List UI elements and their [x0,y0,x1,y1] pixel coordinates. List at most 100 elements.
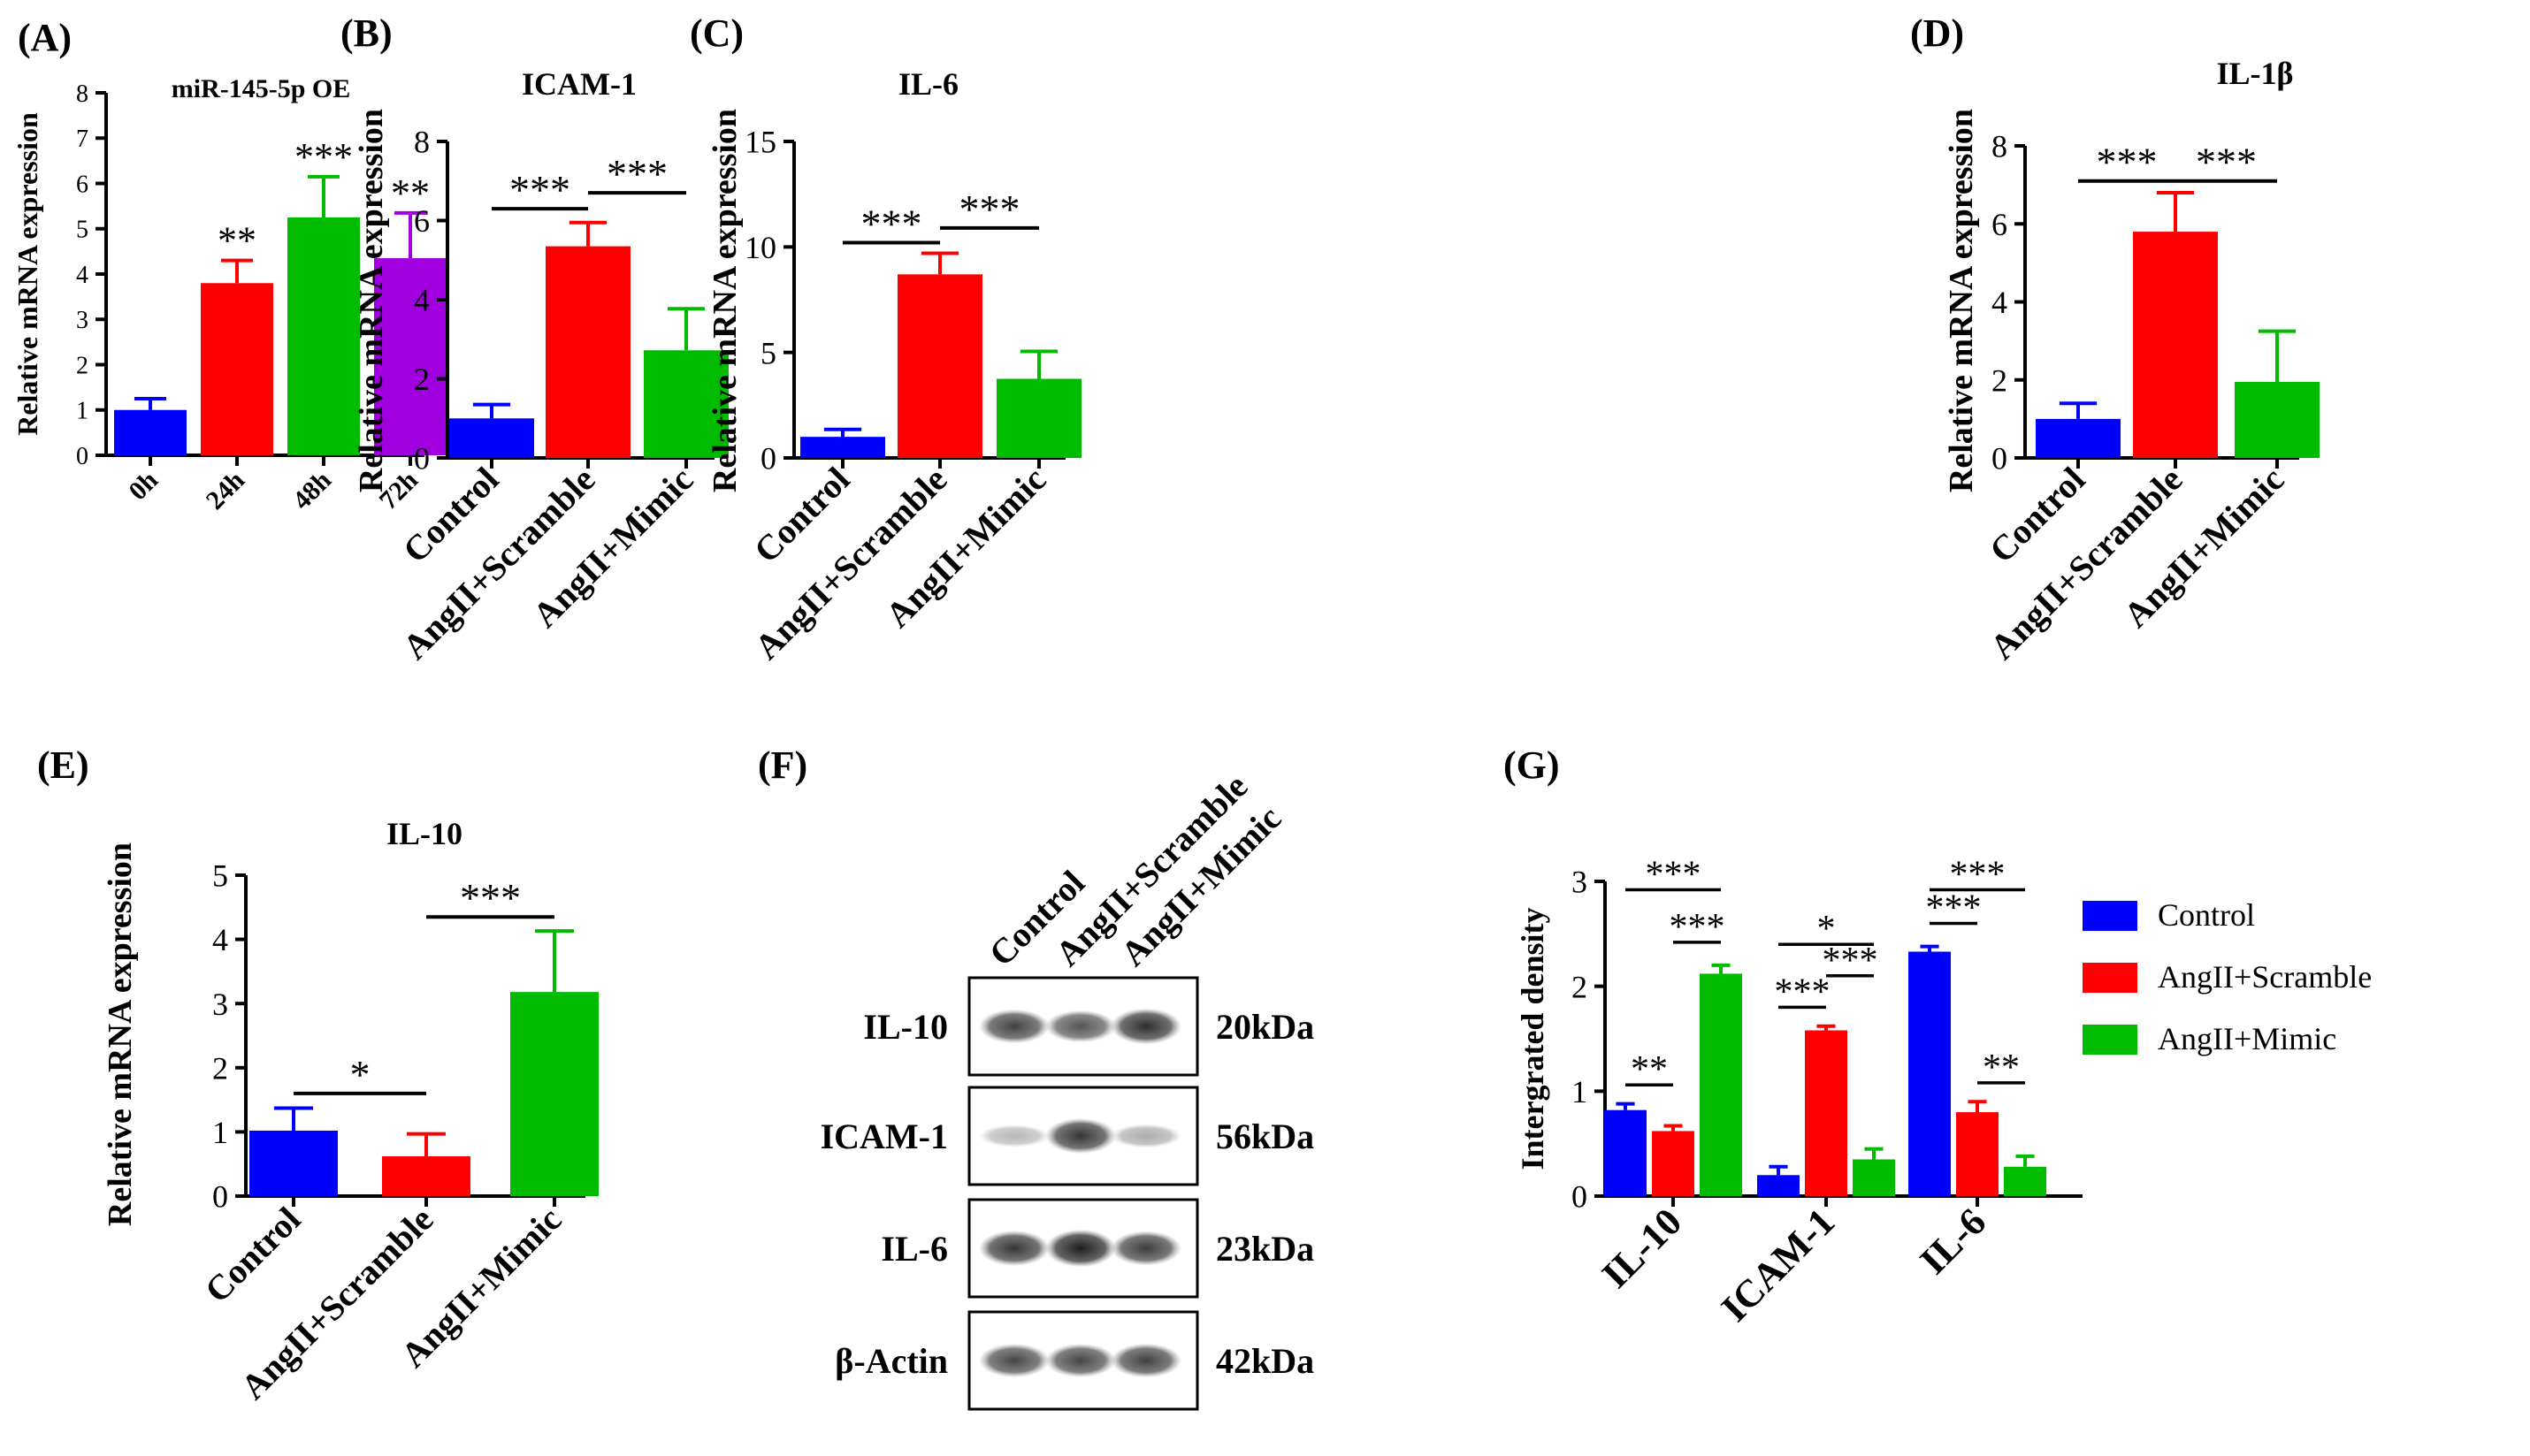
significance-label: *** [959,187,1020,232]
size-label: 42kDa [1216,1341,1314,1381]
bar-48h [287,217,360,455]
bar-angii-mimic [997,378,1082,458]
x-tick-label: 0h [123,465,164,506]
bar-control [249,1130,338,1196]
chart-title: miR-145-5p OE [172,74,351,103]
bar-angii-mimic [644,350,729,458]
size-label: 23kDa [1216,1229,1314,1269]
significance-label: *** [294,135,353,179]
significance-label: ** [1983,1048,2020,1088]
protein-label: IL-6 [881,1229,948,1269]
legend-label: Control [2158,897,2255,933]
blot-band [1111,1124,1181,1148]
y-tick-label: 0 [212,1179,228,1215]
panel-label: (E) [37,743,89,787]
y-tick-label: 0 [76,443,88,470]
blot-band [1111,1008,1181,1045]
significance-label: * [1817,909,1836,949]
significance-label: *** [861,202,922,247]
size-label: 20kDa [1216,1007,1314,1047]
significance-label: *** [1950,854,2006,895]
significance-label: ** [391,172,430,215]
significance-label: *** [607,151,668,196]
blot-band [979,1230,1050,1267]
legend-swatch [2083,901,2137,931]
legend-swatch [2083,963,2137,993]
panel-label: (F) [758,743,807,787]
blot-band [1045,1117,1116,1155]
y-axis-label: Relative mRNA expression [1943,109,1980,492]
panel-g-chart: (G) Intergrated density 0 1 2 3 IL-10 ICAM-1 IL-… [1503,743,2372,1330]
protein-label: IL-10 [863,1007,948,1047]
bar-icam-1-control [1757,1175,1800,1196]
bar-control [449,418,534,458]
bar-il-6-angii-mimic [2004,1166,2046,1196]
y-axis-label: Relative mRNA expression [353,109,390,492]
x-tick-label: IL-6 [1912,1200,1994,1282]
y-axis-label: Relative mRNA expression [102,842,139,1226]
y-tick-label: 8 [414,125,430,160]
y-tick-label: 0 [761,441,776,476]
chart-title: IL-10 [386,816,462,851]
chart-title: ICAM-1 [522,66,637,102]
bar-angii-scramble [546,246,631,458]
y-tick-label: 2 [1991,362,2007,398]
bar-angii-scramble [382,1155,470,1196]
y-tick-label: 7 [76,126,88,153]
y-tick-label: 5 [212,858,228,894]
y-tick-label: 6 [1991,207,2007,242]
y-tick-label: 4 [1991,285,2007,320]
protein-label: ICAM-1 [821,1117,948,1156]
y-tick-label: 0 [1571,1179,1587,1215]
panel-e-chart: (E) IL-10 Relative mRNA expression 0 1 2 3 4 5 Co… [37,743,599,1406]
y-tick-label: 4 [212,922,228,957]
bar-il-6-control [1908,951,1951,1196]
panel-label: (D) [1910,11,1964,55]
y-tick-label: 3 [1571,865,1587,900]
y-tick-label: 2 [414,362,430,397]
y-tick-label: 1 [76,398,88,425]
x-tick-label: Control [197,1200,309,1311]
bar-control [2036,418,2121,458]
blot-band [1045,1010,1116,1043]
y-tick-label: 4 [76,262,88,289]
legend-label: AngII+Scramble [2158,959,2372,995]
y-tick-label: 10 [745,230,776,265]
bar-angii-scramble [898,274,982,458]
legend-swatch [2083,1025,2137,1055]
y-axis-label: Relative mRNA expression [707,109,744,492]
significance-label: *** [509,167,570,212]
blot-band [1111,1343,1181,1378]
bar-24h [201,283,273,455]
legend-label: AngII+Mimic [2158,1021,2336,1056]
legend: Control AngII+Scramble AngII+Mimic [2083,897,2372,1056]
significance-label: *** [1646,854,1701,895]
y-tick-label: 2 [1571,969,1587,1004]
panel-label: (A) [18,16,72,59]
y-tick-label: 3 [76,307,88,334]
y-tick-label: 15 [745,125,776,160]
bar-il-10-angii-mimic [1700,973,1742,1196]
y-tick-label: 0 [414,441,430,476]
significance-label: *** [1670,907,1725,948]
blot-band [979,1343,1050,1378]
significance-label: *** [1926,888,1982,928]
y-tick-label: 4 [414,283,430,318]
y-tick-label: 3 [212,987,228,1022]
significance-label: *** [460,875,521,920]
bar-0h [114,409,187,455]
y-tick-label: 6 [76,171,88,198]
y-axis-label: Relative mRNA expression [11,112,43,436]
bar-control [800,437,885,458]
significance-label: ** [218,219,256,263]
blot-band [1111,1231,1181,1266]
blot-band [1045,1343,1116,1378]
bar-il-10-control [1604,1109,1647,1196]
y-tick-label: 5 [76,217,88,244]
bar-angii-mimic [510,992,599,1196]
y-tick-label: 1 [1571,1074,1587,1109]
x-tick-label: 48h [287,465,338,515]
